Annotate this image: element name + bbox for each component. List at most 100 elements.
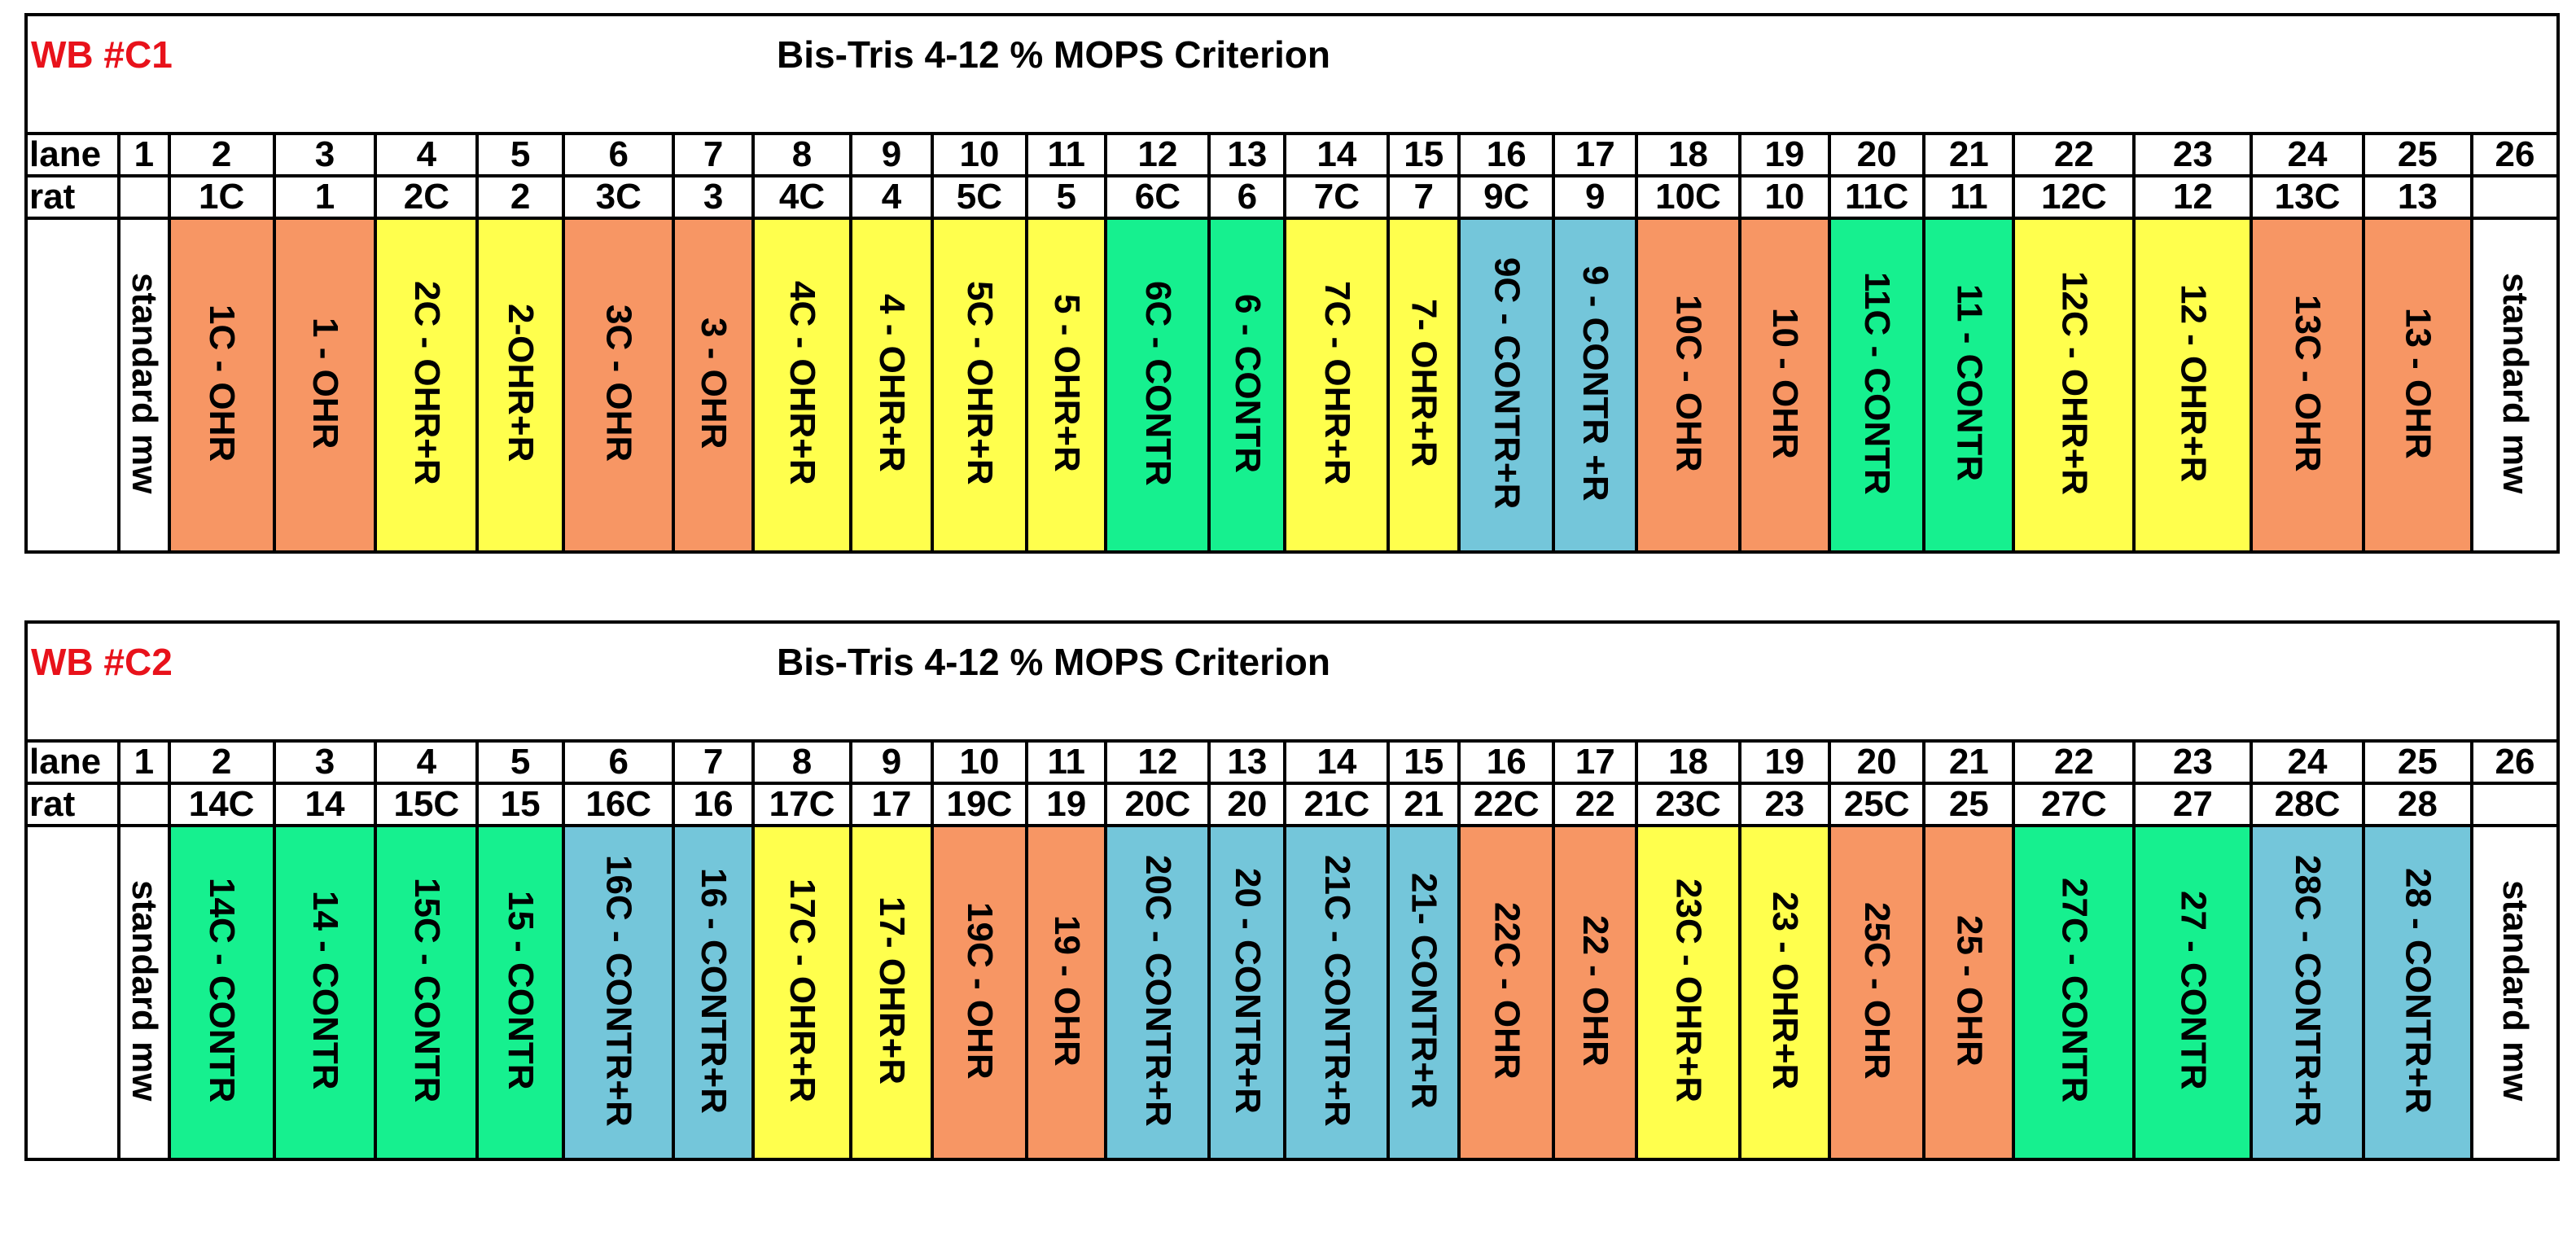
lane-number-cell: 3 xyxy=(272,739,378,785)
sample-cell: 1 - OHR xyxy=(272,217,378,554)
sample-label: 4 - OHR+R xyxy=(872,294,913,472)
rat-id-cell: 14C xyxy=(167,782,276,827)
rat-id-cell: 19 xyxy=(1025,782,1108,827)
lane-number-cell: 15 xyxy=(1387,132,1461,177)
sample-cell: 13C - OHR xyxy=(2250,217,2365,554)
sample-cell: 16C - CONTR+R xyxy=(562,824,676,1161)
sample-cell: 28 - CONTR+R xyxy=(2361,824,2474,1161)
lane-number-cell: 1 xyxy=(117,739,171,785)
rat-id-cell: 23 xyxy=(1737,782,1831,827)
sample-cell: 9 - CONTR +R xyxy=(1552,217,1638,554)
lane-number-cell: 2 xyxy=(167,132,276,177)
lane-row: lane 1 2 3 4 5 6 7 8 9 10 11 12 13 14 15 16 17 18 19 20 21 22 2… xyxy=(24,132,2560,177)
rat-id-cell: 3C xyxy=(562,174,676,220)
sample-cell: 3C - OHR xyxy=(562,217,676,554)
lane-number-cell: 4 xyxy=(374,132,480,177)
sample-label: 6C - CONTR xyxy=(1137,280,1178,486)
rat-id-cell: 9 xyxy=(1552,174,1638,220)
lane-number-cell: 9 xyxy=(849,132,934,177)
sample-cell: 7- OHR+R xyxy=(1387,217,1461,554)
sample-cell: 19 - OHR xyxy=(1025,824,1108,1161)
rat-id-cell: 6C xyxy=(1104,174,1211,220)
sample-label: 23C - OHR+R xyxy=(1668,878,1709,1103)
rat-id-cell: 16 xyxy=(672,782,755,827)
lane-table: lane 1 2 3 4 5 6 7 8 9 10 11 12 13 14 15 16 17 18 19 20 21 22 2… xyxy=(24,132,2560,554)
sample-cell: standard mw xyxy=(117,217,171,554)
sample-label: 16C - CONTR+R xyxy=(598,854,639,1127)
sample-cell: 2-OHR+R xyxy=(475,217,566,554)
rat-id-cell: 7C xyxy=(1283,174,1391,220)
sample-label: 22C - OHR xyxy=(1487,901,1527,1080)
lane-number-cell: 14 xyxy=(1283,132,1391,177)
gel-title: Bis-Tris 4-12 % MOPS Criterion xyxy=(777,641,1330,683)
sample-label: standard mw xyxy=(124,272,164,494)
lane-number-cell: 19 xyxy=(1737,132,1831,177)
lane-number-cell: 12 xyxy=(1104,132,1211,177)
sample-label: 2-OHR+R xyxy=(501,304,541,462)
sample-cell: 16 - CONTR+R xyxy=(672,824,755,1161)
sample-label: 19C - OHR xyxy=(959,901,1000,1080)
lane-number-cell: 17 xyxy=(1552,739,1638,785)
sample-row: standard mw 1C - OHR 1 - OHR 2C - OHR+R 2-OH… xyxy=(24,217,2560,554)
sample-label: 15C - CONTR xyxy=(406,878,447,1103)
sample-cell: 10 - OHR xyxy=(1737,217,1831,554)
sample-cell: 13 - OHR xyxy=(2361,217,2474,554)
lane-number-cell: 13 xyxy=(1207,739,1287,785)
sample-label: 1 - OHR xyxy=(305,317,346,449)
sample-cell: standard mw xyxy=(2470,824,2560,1161)
sample-cell: 15C - CONTR xyxy=(374,824,480,1161)
lane-number-cell: 22 xyxy=(2012,739,2136,785)
lane-number-cell: 6 xyxy=(562,132,676,177)
sample-label: 13C - OHR xyxy=(2288,294,2328,472)
sample-label: 15 - CONTR xyxy=(501,891,541,1090)
rat-id-cell: 1C xyxy=(167,174,276,220)
rat-id-cell: 27C xyxy=(2012,782,2136,827)
rat-id-cell: 11 xyxy=(1922,174,2016,220)
sample-label: 4C - OHR+R xyxy=(782,281,823,485)
sample-cell: 10C - OHR xyxy=(1635,217,1741,554)
sample-cell: 20C - CONTR+R xyxy=(1104,824,1211,1161)
rat-id-cell: 27 xyxy=(2132,782,2254,827)
sample-label: standard mw xyxy=(2495,879,2536,1102)
sample-cell: 4 - OHR+R xyxy=(849,217,934,554)
sample-cell: 4C - OHR+R xyxy=(751,217,853,554)
rat-id-cell xyxy=(117,782,171,827)
rat-id-cell: 9C xyxy=(1457,174,1556,220)
rat-id-cell: 11C xyxy=(1827,174,1926,220)
sample-cell: 23 - OHR+R xyxy=(1737,824,1831,1161)
sample-label: standard mw xyxy=(2495,272,2536,494)
sample-cell: 7C - OHR+R xyxy=(1283,217,1391,554)
sample-label: 22 - OHR xyxy=(1575,914,1616,1067)
rat-id-cell: 1 xyxy=(272,174,378,220)
lane-table: lane 1 2 3 4 5 6 7 8 9 10 11 12 13 14 15 16 17 18 19 20 21 22 2… xyxy=(24,739,2560,1161)
rat-id-cell: 15C xyxy=(374,782,480,827)
rat-id-cell: 16C xyxy=(562,782,676,827)
lane-number-cell: 19 xyxy=(1737,739,1831,785)
sample-label: 5 - OHR+R xyxy=(1046,294,1087,472)
wb-label: WB #C1 xyxy=(31,33,173,76)
sample-cell: 11C - CONTR xyxy=(1827,217,1926,554)
lane-number-cell: 4 xyxy=(374,739,480,785)
rat-id-cell: 7 xyxy=(1387,174,1461,220)
wb-label: WB #C2 xyxy=(31,641,173,683)
sample-label: 12 - OHR+R xyxy=(2173,283,2214,483)
sample-cell: 11 - CONTR xyxy=(1922,217,2016,554)
sample-row-label xyxy=(24,824,121,1161)
lane-number-cell: 16 xyxy=(1457,739,1556,785)
rat-id-cell: 4 xyxy=(849,174,934,220)
lane-number-cell: 26 xyxy=(2470,132,2560,177)
sample-cell: 1C - OHR xyxy=(167,217,276,554)
lane-number-cell: 2 xyxy=(167,739,276,785)
lane-number-cell: 15 xyxy=(1387,739,1461,785)
sample-cell: 14 - CONTR xyxy=(272,824,378,1161)
sample-cell: 6 - CONTR xyxy=(1207,217,1287,554)
rat-id-cell: 4C xyxy=(751,174,853,220)
rat-id-cell: 22C xyxy=(1457,782,1556,827)
sample-label: 21C - CONTR+R xyxy=(1316,854,1357,1127)
rat-id-cell: 3 xyxy=(672,174,755,220)
lane-number-cell: 26 xyxy=(2470,739,2560,785)
sample-label: 25 - OHR xyxy=(1949,914,1990,1067)
rat-id-cell: 10 xyxy=(1737,174,1831,220)
lane-number-cell: 9 xyxy=(849,739,934,785)
lane-number-cell: 23 xyxy=(2132,739,2254,785)
